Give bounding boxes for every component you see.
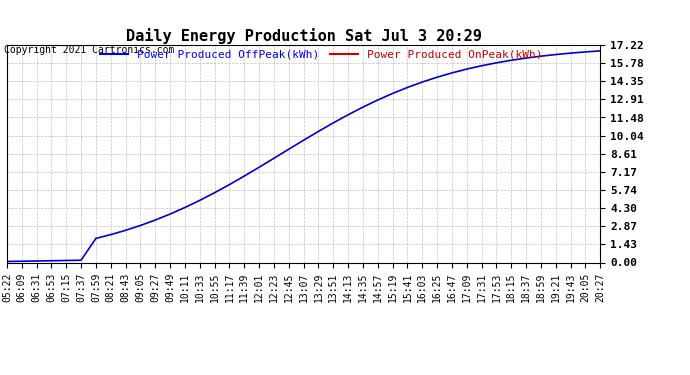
Text: Copyright 2021 Cartronics.com: Copyright 2021 Cartronics.com [4,45,175,55]
Title: Daily Energy Production Sat Jul 3 20:29: Daily Energy Production Sat Jul 3 20:29 [126,28,482,44]
Legend: Power Produced OffPeak(kWh), Power Produced OnPeak(kWh): Power Produced OffPeak(kWh), Power Produ… [96,45,547,64]
